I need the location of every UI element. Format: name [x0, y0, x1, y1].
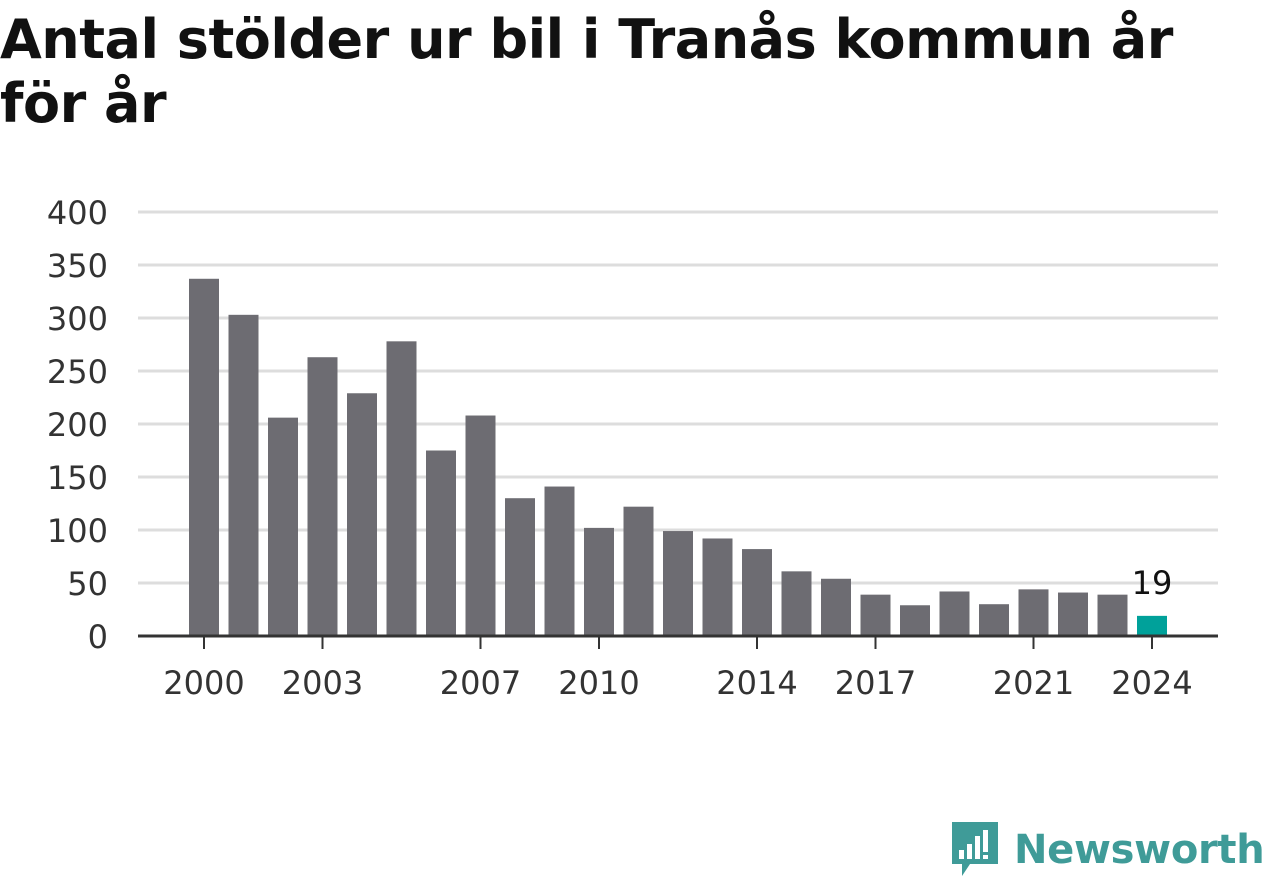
bar-2023: [1097, 594, 1128, 636]
y-tick-label-200: 200: [47, 406, 108, 444]
chart-title: Antal stölder ur bil i Tranås kommun år …: [0, 8, 1173, 135]
bar-2005: [386, 341, 417, 636]
bar-2002: [268, 417, 298, 636]
bar-2009: [544, 486, 575, 636]
x-tick-label-2017: 2017: [835, 664, 916, 702]
x-tick-label-2024: 2024: [1111, 664, 1192, 702]
y-tick-label-250: 250: [47, 353, 108, 391]
brand-logo: Newsworthy: [950, 820, 1262, 880]
x-tick-label-2007: 2007: [440, 664, 521, 702]
bar-2000: [189, 278, 219, 636]
x-tick-label-2021: 2021: [993, 664, 1074, 702]
y-tick-label-0: 0: [88, 618, 108, 656]
x-tick-label-2003: 2003: [282, 664, 363, 702]
bar-2014: [742, 549, 772, 636]
bar-2008: [505, 498, 535, 636]
bar-2022: [1058, 592, 1088, 636]
bar-2010: [584, 527, 614, 636]
y-tick-label-300: 300: [47, 300, 108, 338]
bar-2007: [465, 415, 496, 636]
bar-chart-speech-bubble-icon: [952, 822, 998, 876]
y-tick-label-350: 350: [47, 247, 108, 285]
bar-2006: [426, 450, 456, 636]
gridlines: [138, 210, 1218, 585]
bar-2013: [702, 538, 733, 636]
y-tick-label-400: 400: [47, 194, 108, 232]
bar-2018: [900, 605, 930, 636]
bar-2003: [307, 357, 338, 636]
y-tick-label-100: 100: [47, 512, 108, 550]
bar-2024: [1137, 615, 1167, 636]
brand-name: Newsworthy: [1014, 827, 1262, 873]
bar-2019: [939, 591, 970, 636]
bar-2011: [623, 506, 654, 636]
bars: [189, 278, 1167, 636]
y-tick-label-150: 150: [47, 459, 108, 497]
data-labels: 19: [1132, 564, 1173, 602]
data-label-2024: 19: [1132, 564, 1173, 602]
x-tick-label-2000: 2000: [163, 664, 244, 702]
bar-2020: [979, 604, 1009, 636]
y-tick-label-50: 50: [67, 565, 108, 603]
bar-2004: [347, 393, 377, 636]
bar-2012: [663, 531, 693, 636]
bar-2001: [228, 314, 259, 636]
bar-2021: [1018, 589, 1049, 636]
x-tick-label-2010: 2010: [558, 664, 639, 702]
y-axis-ticks: 0 50 100 150 200 250 300 350 400: [47, 194, 108, 656]
bar-2015: [781, 571, 812, 636]
x-tick-label-2014: 2014: [716, 664, 797, 702]
x-axis: 2000 2003 2007 2010 2014 2017 2021 2024: [138, 634, 1218, 702]
bar-2017: [860, 594, 891, 636]
bar-2016: [821, 578, 851, 636]
